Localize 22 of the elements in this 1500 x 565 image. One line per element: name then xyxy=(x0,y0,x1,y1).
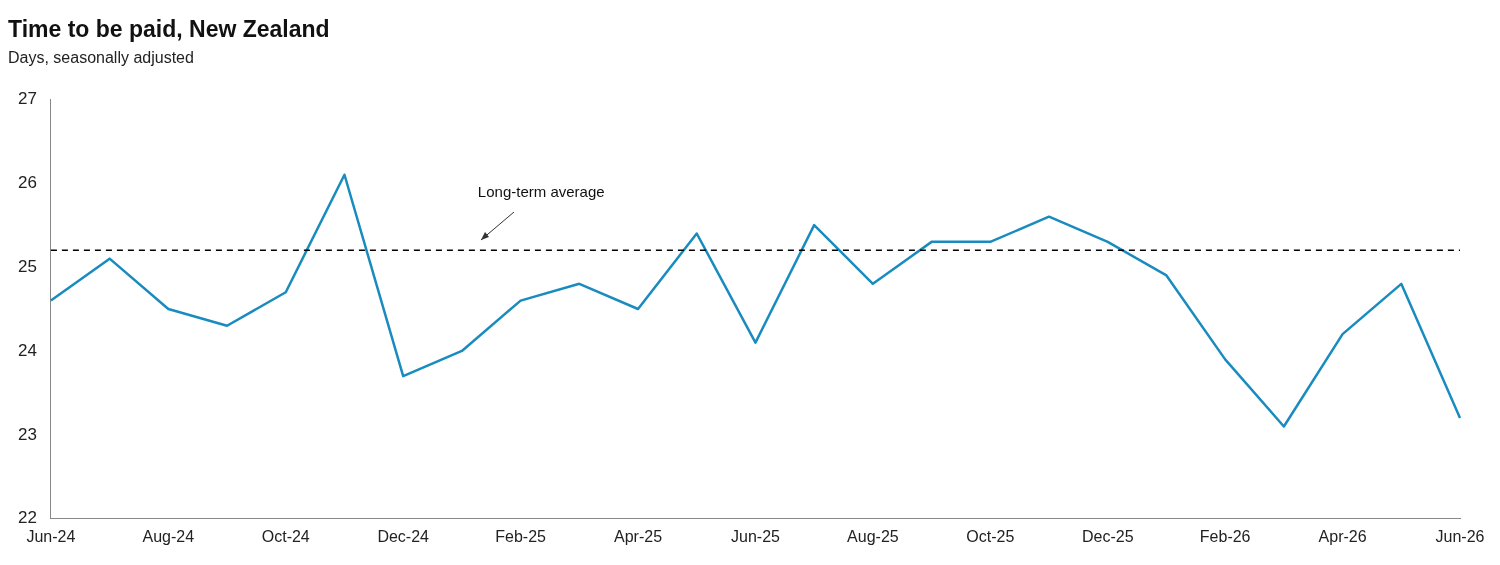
x-tick-label: Oct-24 xyxy=(261,527,310,545)
y-tick-label: 25 xyxy=(17,256,37,276)
y-tick-label: 27 xyxy=(17,88,37,108)
y-tick-label: 23 xyxy=(17,424,37,444)
x-tick-label: Aug-25 xyxy=(847,527,899,545)
x-tick-label: Oct-25 xyxy=(966,527,1015,545)
x-tick-label: Jun-24 xyxy=(26,527,76,545)
x-tick-label: Dec-25 xyxy=(1081,527,1134,545)
x-tick-label: Dec-24 xyxy=(377,527,430,545)
x-tick-label: Aug-24 xyxy=(142,527,195,545)
x-tick-label: Apr-25 xyxy=(614,527,663,545)
x-tick-label: Jun-26 xyxy=(1435,527,1485,545)
y-tick-label: 24 xyxy=(17,340,37,360)
x-tick-label: Jun-25 xyxy=(730,527,781,545)
y-tick-label: 26 xyxy=(17,172,37,192)
x-tick-label: Apr-26 xyxy=(1318,527,1367,545)
ref-line-label: Long-term average xyxy=(477,182,605,200)
chart-subtitle: Days, seasonally adjusted xyxy=(8,49,194,67)
x-tick-label: Feb-26 xyxy=(1199,527,1251,545)
y-tick-label: 22 xyxy=(17,508,37,528)
chart-title: Time to be paid, New Zealand xyxy=(8,16,330,43)
x-tick-label: Feb-25 xyxy=(495,527,547,545)
